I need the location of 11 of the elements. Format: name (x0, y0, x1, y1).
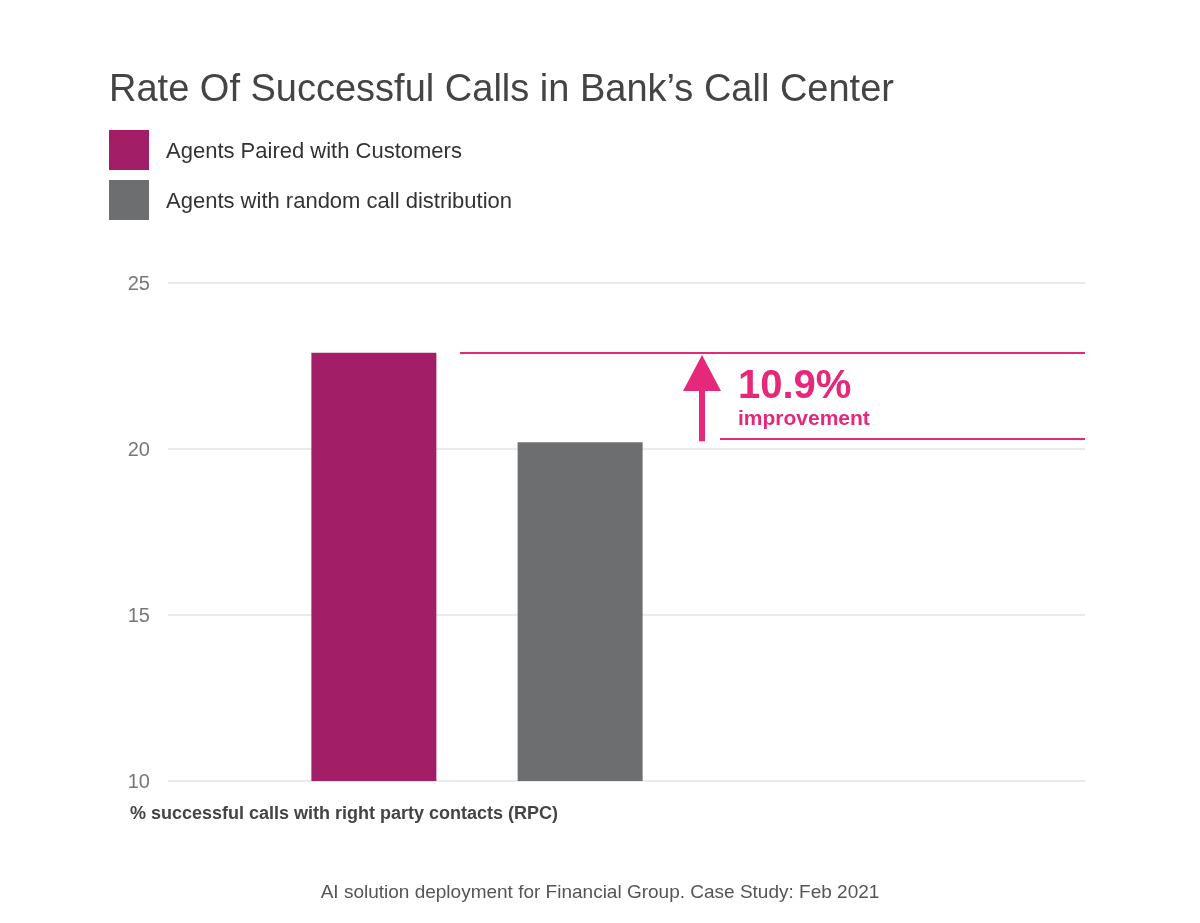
text: AI solution deployment for Financial Group. Case Study: Feb 2021 (320, 881, 880, 902)
chart-title: Rate Of Successful Calls in Bank’s Call Center (109, 67, 895, 109)
legend-label: Agents with random call distribution (166, 187, 513, 213)
x-axis-title: % successful calls with right party contacts (RPC) (130, 803, 559, 823)
y-tick-label: 20 (127, 438, 150, 460)
y-tick-label: 10 (127, 770, 150, 792)
y-tick-label: 15 (127, 604, 150, 626)
y-tick-label: 25 (127, 272, 150, 294)
annotation: improvement (738, 406, 870, 429)
legend-label: Agents Paired with Customers (166, 137, 462, 163)
annotation: 10.9% (738, 362, 852, 406)
